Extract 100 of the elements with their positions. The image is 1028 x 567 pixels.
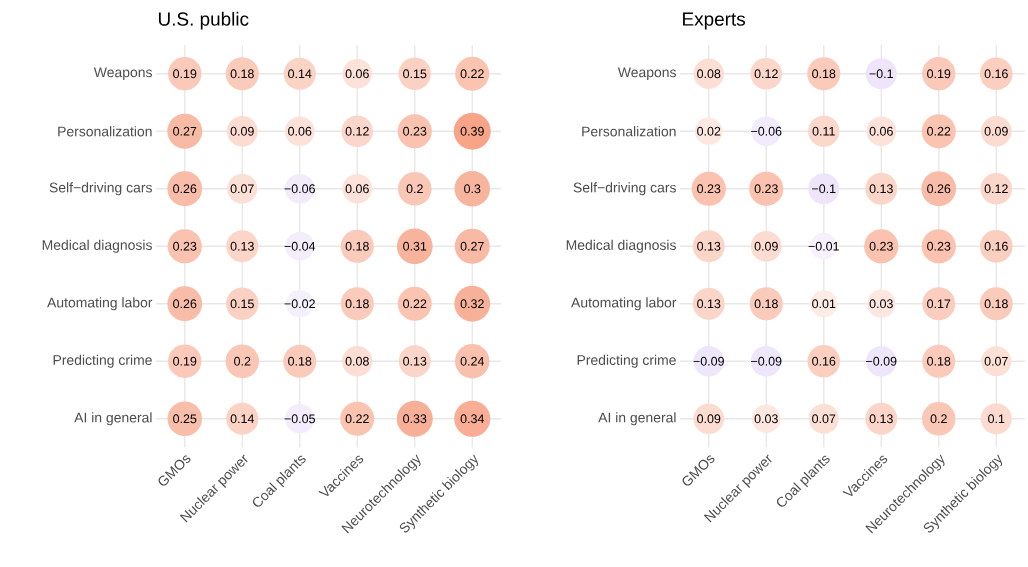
data-label: 0.14 — [230, 414, 254, 424]
data-label: 0.2 — [930, 414, 947, 424]
data-label: 0.22 — [927, 126, 951, 136]
data-label: 0.13 — [869, 414, 893, 424]
data-label: 0.22 — [460, 69, 484, 79]
data-label: 0.34 — [460, 414, 484, 424]
data-label: −0.09 — [693, 356, 724, 366]
data-label: 0.27 — [173, 126, 197, 136]
data-label: 0.03 — [869, 299, 893, 309]
y-tick-label: AI in general — [598, 412, 676, 426]
data-label: 0.12 — [345, 126, 369, 136]
data-label: 0.11 — [812, 126, 835, 136]
data-label: 0.16 — [812, 356, 836, 366]
data-label: 0.08 — [345, 356, 369, 366]
data-label: 0.13 — [869, 184, 893, 194]
data-label: 0.33 — [403, 414, 427, 424]
data-label: 0.12 — [984, 184, 1008, 194]
data-label: 0.23 — [697, 184, 721, 194]
data-label: 0.22 — [403, 299, 427, 309]
y-tick-label: Automating labor — [47, 297, 153, 311]
data-label: −0.04 — [284, 241, 316, 251]
data-label: −0.01 — [808, 241, 839, 251]
data-label: 0.07 — [812, 414, 836, 424]
y-tick-label: Predicting crime — [53, 354, 152, 368]
data-label: 0.1 — [988, 414, 1005, 424]
data-label: 0.19 — [927, 69, 951, 79]
y-tick-label: Medical diagnosis — [42, 239, 152, 253]
data-label: 0.3 — [464, 184, 481, 194]
data-label: 0.31 — [403, 241, 427, 251]
data-label: 0.26 — [173, 299, 197, 309]
data-label: 0.23 — [173, 241, 197, 251]
data-label: 0.15 — [230, 299, 254, 309]
data-label: 0.18 — [984, 299, 1008, 309]
y-tick-label: Self−driving cars — [573, 182, 676, 196]
data-label: 0.07 — [230, 184, 254, 194]
data-label: 0.15 — [403, 69, 427, 79]
data-label: 0.18 — [345, 241, 369, 251]
data-label: 0.09 — [697, 414, 721, 424]
data-label: 0.09 — [984, 126, 1008, 136]
data-label: 0.25 — [173, 414, 197, 424]
data-label: 0.09 — [754, 241, 778, 251]
data-label: 0.18 — [754, 299, 778, 309]
y-tick-label: Medical diagnosis — [566, 239, 676, 253]
data-label: 0.16 — [984, 69, 1008, 79]
data-label: 0.08 — [697, 69, 721, 79]
data-label: 0.03 — [754, 414, 778, 424]
data-label: 0.23 — [403, 126, 427, 136]
y-tick-label: Self−driving cars — [49, 182, 152, 196]
data-label: 0.13 — [697, 299, 721, 309]
data-label: 0.39 — [460, 126, 484, 136]
data-label: −0.1 — [869, 69, 893, 79]
data-label: 0.19 — [173, 69, 197, 79]
data-label: 0.02 — [697, 126, 721, 136]
data-label: 0.14 — [288, 69, 312, 79]
data-label: 0.13 — [697, 241, 721, 251]
data-label: −0.05 — [284, 414, 315, 424]
data-label: −0.1 — [812, 184, 836, 194]
y-tick-label: Predicting crime — [577, 354, 676, 368]
data-label: 0.23 — [869, 241, 893, 251]
y-tick-label: Personalization — [582, 126, 676, 137]
data-label: −0.09 — [751, 356, 782, 366]
data-label: 0.18 — [288, 356, 312, 366]
data-label: −0.06 — [751, 126, 782, 136]
data-label: 0.2 — [406, 184, 423, 194]
data-label: 0.12 — [754, 69, 778, 79]
data-label: 0.26 — [173, 184, 197, 194]
data-label: 0.23 — [927, 241, 951, 251]
data-label: 0.01 — [812, 299, 836, 309]
data-label: 0.24 — [460, 356, 484, 366]
data-label: 0.06 — [869, 126, 893, 136]
data-label: 0.06 — [345, 69, 369, 79]
data-label: 0.17 — [927, 299, 951, 309]
data-label: 0.18 — [345, 299, 369, 309]
y-tick-label: Automating labor — [571, 297, 677, 311]
data-label: −0.09 — [866, 356, 897, 366]
data-label: 0.2 — [234, 356, 251, 366]
data-label: 0.13 — [403, 356, 427, 366]
data-label: 0.32 — [460, 299, 484, 309]
data-label: 0.07 — [984, 356, 1008, 366]
data-label: 0.27 — [460, 241, 484, 251]
data-label: −0.06 — [284, 184, 315, 194]
data-label: 0.18 — [927, 356, 951, 366]
data-label: 0.18 — [812, 69, 836, 79]
data-label: 0.22 — [345, 414, 369, 424]
y-tick-label: Weapons — [93, 67, 152, 80]
data-label: 0.13 — [230, 241, 254, 251]
chart-title: U.S. public — [158, 11, 249, 30]
y-tick-label: AI in general — [74, 412, 152, 426]
data-label: 0.23 — [754, 184, 778, 194]
data-label: 0.19 — [173, 356, 197, 366]
data-label: 0.26 — [927, 184, 951, 194]
y-tick-label: Personalization — [58, 126, 152, 137]
chart-title: Experts — [683, 12, 746, 30]
data-label: 0.06 — [288, 126, 312, 136]
data-label: 0.16 — [984, 241, 1008, 251]
data-label: 0.09 — [230, 126, 254, 136]
data-label: 0.06 — [345, 184, 369, 194]
data-label: 0.18 — [230, 69, 254, 79]
data-label: −0.02 — [284, 299, 315, 309]
y-tick-label: Weapons — [617, 67, 676, 80]
